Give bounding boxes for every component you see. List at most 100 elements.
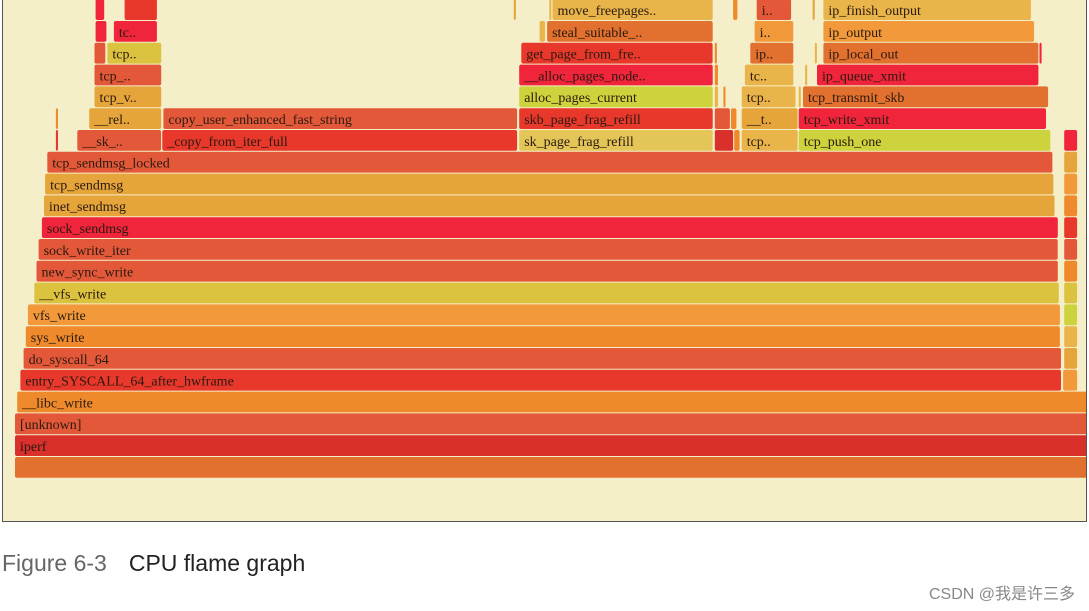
flame-frame-rect[interactable] [55,130,58,151]
flame-frame-rect[interactable] [817,64,1039,86]
flame-frame[interactable] [812,0,815,20]
flame-frame-rect[interactable] [1063,369,1078,391]
flame-frame-rect[interactable] [1064,239,1078,260]
flame-frame-rect[interactable] [513,0,516,20]
flame-frame-rect[interactable] [714,108,730,129]
flame-frame[interactable]: skb_page_frag_refill [519,108,713,129]
flame-frame[interactable] [95,21,107,42]
flame-frame-rect[interactable] [521,42,713,64]
flame-frame[interactable] [539,21,545,42]
flame-frame[interactable] [1064,195,1078,217]
flame-frame-rect[interactable] [113,21,157,42]
flame-frame[interactable]: tcp.. [107,42,162,64]
flame-frame[interactable]: tcp_transmit_skb [803,86,1049,108]
flame-frame[interactable]: tc.. [744,64,794,86]
flame-frame[interactable]: tc.. [113,21,157,42]
flame-frame-rect[interactable] [27,304,1060,326]
flame-frame-rect[interactable] [823,0,1031,20]
flame-frame[interactable]: __rel.. [89,108,162,129]
flame-frame[interactable] [805,64,808,86]
flame-frame[interactable]: _copy_from_iter_full [162,130,518,151]
flame-frame[interactable]: tcp.. [741,130,798,151]
flame-frame-rect[interactable] [1064,195,1078,217]
flame-frame[interactable] [714,64,718,86]
flame-frame-rect[interactable] [714,64,718,86]
flame-frame[interactable] [1064,326,1078,347]
flame-frame-rect[interactable] [44,195,1055,217]
flame-frame-rect[interactable] [124,0,157,20]
flame-frame-rect[interactable] [733,0,738,20]
flame-frame[interactable]: vfs_write [27,304,1060,326]
flame-frame-rect[interactable] [15,457,1087,478]
flame-frame[interactable] [124,0,157,20]
flame-frame-rect[interactable] [55,108,58,129]
flame-frame-rect[interactable] [1064,151,1078,173]
flame-frame[interactable]: get_page_from_fre.. [521,42,713,64]
flame-frame-rect[interactable] [15,435,1087,456]
flame-frame[interactable] [95,0,105,20]
flame-frame[interactable]: sock_sendmsg [41,217,1058,238]
flame-frame[interactable]: ip_finish_output [823,0,1031,20]
flame-frame[interactable]: __sk_.. [77,130,162,151]
flame-frame[interactable]: tcp_sendmsg [45,173,1054,195]
flame-frame-rect[interactable] [798,108,1046,129]
flame-frame-rect[interactable] [1064,282,1078,304]
flame-frame[interactable]: alloc_pages_current [519,86,713,108]
flame-frame-rect[interactable] [756,0,792,20]
flame-frame-rect[interactable] [17,391,1087,413]
flame-frame[interactable] [814,42,817,64]
flame-frame-rect[interactable] [77,130,162,151]
flame-frame[interactable]: ip_local_out [823,42,1039,64]
flame-frame[interactable] [1064,239,1078,260]
flame-frame[interactable]: tcp_sendmsg_locked [47,151,1053,173]
flame-frame-rect[interactable] [89,108,162,129]
flame-frame-rect[interactable] [1064,348,1078,369]
flame-frame[interactable]: new_sync_write [36,260,1058,282]
flame-frame[interactable] [731,108,737,129]
flame-frame-rect[interactable] [798,86,801,108]
flame-frame[interactable]: __alloc_pages_node.. [519,64,713,86]
flame-frame-rect[interactable] [23,348,1062,369]
flame-frame-rect[interactable] [814,42,817,64]
flame-frame-rect[interactable] [47,151,1053,173]
flame-frame-rect[interactable] [547,21,713,42]
flame-frame-rect[interactable] [714,42,717,64]
flame-frame-rect[interactable] [1064,326,1078,347]
flame-frame-rect[interactable] [34,282,1059,304]
flame-frame-rect[interactable] [519,64,713,86]
flame-frame-rect[interactable] [812,0,815,20]
flame-frame-rect[interactable] [38,239,1058,260]
flame-frame[interactable]: tcp_.. [94,64,162,86]
flame-frame[interactable] [1064,282,1078,304]
flame-frame[interactable] [1039,42,1042,64]
flame-frame[interactable]: i.. [756,0,792,20]
flame-frame-rect[interactable] [107,42,162,64]
flame-frame[interactable]: do_syscall_64 [23,348,1062,369]
flame-frame[interactable]: __vfs_write [34,282,1059,304]
flame-frame-rect[interactable] [25,326,1060,347]
flame-frame-rect[interactable] [552,0,713,20]
flame-frame-rect[interactable] [95,21,107,42]
flame-frame[interactable] [513,0,516,20]
flame-frame[interactable]: sys_write [25,326,1060,347]
flame-frame-rect[interactable] [94,42,106,64]
flame-frame[interactable]: i.. [754,21,794,42]
flame-frame[interactable] [714,86,718,108]
flame-frame-rect[interactable] [1064,130,1078,151]
flame-frame-rect[interactable] [163,108,518,129]
flame-frame[interactable] [1064,304,1078,326]
flame-frame[interactable]: __libc_write [17,391,1087,413]
flame-frame-rect[interactable] [519,108,713,129]
flame-frame[interactable] [1064,151,1078,173]
flame-frame[interactable]: ip_output [823,21,1035,42]
flame-frame[interactable] [723,86,726,108]
flame-frame-rect[interactable] [1039,42,1042,64]
flame-frame[interactable]: copy_user_enhanced_fast_string [163,108,518,129]
flame-frame-rect[interactable] [803,86,1049,108]
flame-frame-rect[interactable] [754,21,794,42]
flame-frame[interactable] [1064,173,1078,195]
flame-frame-rect[interactable] [714,130,734,151]
flame-frame[interactable]: iperf [15,435,1087,456]
flame-frame[interactable] [1064,348,1078,369]
flame-frame-rect[interactable] [519,130,713,151]
